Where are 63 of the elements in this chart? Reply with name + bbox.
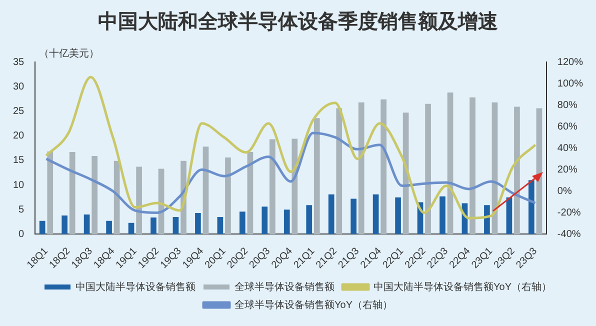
line-series bbox=[44, 132, 537, 214]
y-tick-label: 25 bbox=[13, 106, 25, 117]
bar bbox=[150, 217, 156, 234]
bar bbox=[217, 216, 224, 234]
bar bbox=[470, 97, 476, 234]
bar bbox=[136, 166, 142, 234]
bar bbox=[240, 212, 246, 234]
bar bbox=[270, 139, 276, 234]
bar bbox=[350, 198, 356, 234]
y2-tick-label: 80% bbox=[557, 100, 578, 111]
bar bbox=[336, 108, 342, 234]
legend-label: 全球半导体设备销售额 bbox=[234, 280, 335, 293]
bar bbox=[247, 152, 254, 234]
bar bbox=[328, 194, 334, 234]
bar bbox=[62, 216, 68, 234]
y-tick-label: 35 bbox=[13, 56, 25, 68]
line-series bbox=[44, 76, 537, 220]
y-tick-label: 10 bbox=[13, 180, 25, 191]
bar bbox=[128, 222, 134, 234]
bar bbox=[84, 214, 90, 234]
bar bbox=[92, 156, 98, 234]
bar bbox=[395, 197, 401, 234]
bar bbox=[447, 92, 454, 234]
bar bbox=[262, 206, 268, 234]
bar bbox=[306, 205, 312, 234]
y2-tick-label: -20% bbox=[557, 207, 581, 218]
y2-tick-label: 120% bbox=[557, 56, 584, 68]
y-tick-label: 20 bbox=[13, 130, 25, 142]
bar bbox=[172, 216, 179, 234]
bar bbox=[514, 106, 520, 234]
y-tick-label: 30 bbox=[13, 81, 25, 92]
chart-title: 中国大陆和全球半导体设备季度销售额及增速 bbox=[97, 8, 499, 35]
y2-tick-label: 60% bbox=[557, 121, 578, 132]
bar bbox=[195, 213, 201, 234]
bar bbox=[202, 146, 209, 234]
y2-tick-label: 40% bbox=[557, 142, 578, 154]
y2-tick-label: 100% bbox=[557, 78, 584, 90]
bar bbox=[380, 99, 387, 234]
bar bbox=[440, 196, 446, 234]
y-axis-title: （十亿美元） bbox=[39, 48, 100, 60]
y2-tick-label: 20% bbox=[557, 164, 578, 176]
bar bbox=[225, 157, 231, 234]
legend-label: 中国大陆半导体设备销售额 bbox=[76, 280, 196, 293]
bar bbox=[292, 138, 298, 234]
y-tick-label: 0 bbox=[18, 228, 25, 240]
bar bbox=[425, 104, 431, 234]
y-tick-label: 15 bbox=[13, 155, 25, 166]
bar bbox=[506, 197, 512, 234]
bar bbox=[39, 220, 46, 234]
bar bbox=[47, 152, 54, 234]
bar bbox=[358, 102, 364, 234]
y2-tick-label: 0% bbox=[557, 186, 572, 197]
bar bbox=[528, 180, 534, 234]
legend-label: 全球半导体设备销售额YoY（右轴） bbox=[234, 298, 392, 311]
bar bbox=[106, 220, 112, 234]
bar bbox=[372, 194, 379, 234]
legend-label: 中国大陆半导体设备销售额YoY（右轴） bbox=[374, 280, 552, 293]
y-tick-label: 5 bbox=[18, 204, 25, 216]
y2-tick-label: -40% bbox=[557, 228, 581, 240]
bar bbox=[284, 210, 290, 234]
bar bbox=[69, 152, 76, 234]
bar bbox=[484, 205, 490, 234]
bar bbox=[314, 118, 320, 234]
